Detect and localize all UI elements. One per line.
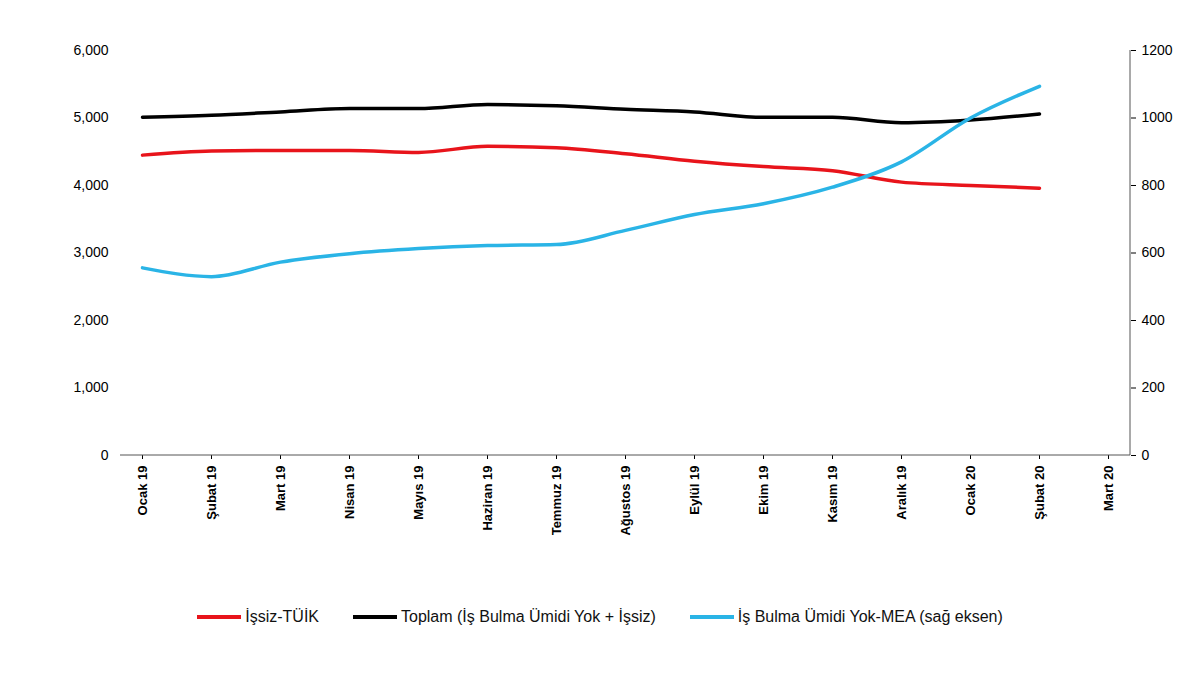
html-text:Toplam (İş Bulma Ümidi Yok + İ: Toplam (İş Bulma Ümidi Yok + İşsiz): [401, 608, 656, 625]
svg-text:Şubat 19: Şubat 19: [204, 466, 219, 520]
svg-text:Mayıs 19: Mayıs 19: [411, 466, 426, 520]
svg-text:4,000: 4,000: [73, 177, 108, 193]
svg-text:0: 0: [101, 447, 109, 463]
svg-text:Mart 20: Mart 20: [1101, 466, 1116, 512]
svg-text:Kasım 19: Kasım 19: [825, 466, 840, 523]
svg-text:600: 600: [1142, 244, 1166, 260]
svg-text:2,000: 2,000: [73, 312, 108, 328]
svg-text:Ekim 19: Ekim 19: [756, 466, 771, 515]
svg-text:Mart 19: Mart 19: [273, 466, 288, 512]
svg-text:1,000: 1,000: [73, 379, 108, 395]
svg-text:200: 200: [1142, 379, 1166, 395]
svg-text:Haziran 19: Haziran 19: [480, 466, 495, 531]
svg-text:Ocak 20: Ocak 20: [963, 466, 978, 516]
svg-text:Eylül 19: Eylül 19: [687, 466, 702, 515]
svg-text:Ağustos 19: Ağustos 19: [618, 466, 633, 536]
svg-text:5,000: 5,000: [73, 109, 108, 125]
html-text:İşsiz-TÜİK: İşsiz-TÜİK: [245, 608, 319, 625]
html-text:İş Bulma Ümidi Yok-MEA (sağ ek: İş Bulma Ümidi Yok-MEA (sağ eksen): [737, 608, 1003, 625]
svg-text:400: 400: [1142, 312, 1166, 328]
svg-text:Şubat 20: Şubat 20: [1032, 466, 1047, 520]
svg-text:6,000: 6,000: [73, 42, 108, 58]
svg-text:0: 0: [1142, 447, 1150, 463]
svg-text:Nisan 19: Nisan 19: [342, 466, 357, 519]
svg-text:1200: 1200: [1142, 42, 1173, 58]
svg-text:Temmuz 19: Temmuz 19: [549, 466, 564, 536]
svg-text:1000: 1000: [1142, 109, 1173, 125]
svg-text:800: 800: [1142, 177, 1166, 193]
svg-text:Aralık 19: Aralık 19: [894, 466, 909, 520]
svg-text:3,000: 3,000: [73, 244, 108, 260]
svg-text:Ocak 19: Ocak 19: [135, 466, 150, 516]
